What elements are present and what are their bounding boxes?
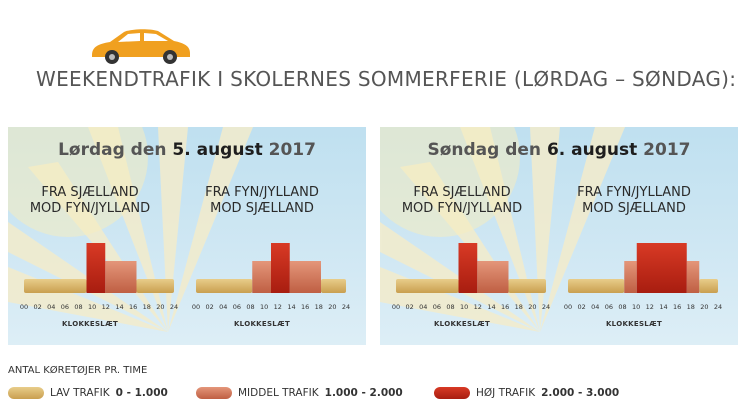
sunday-group2-tick-label: 18 — [687, 303, 695, 311]
legend-item-mid: MIDDEL TRAFIK 1.000 - 2.000 — [196, 385, 403, 401]
sunday-group1-tick-label: 08 — [446, 303, 454, 311]
saturday-panel: Lørdag den 5. august 2017 FRA SJÆLLAND MO… — [8, 127, 366, 345]
saturday-group1-label: FRA SJÆLLAND MOD FYN/JYLLAND — [29, 185, 151, 216]
saturday-group2-tick-label: 16 — [301, 303, 309, 311]
saturday-group2-tick-label: 00 — [192, 303, 200, 311]
sunday-group2-tick-label: 24 — [714, 303, 722, 311]
sunday-group2-tick-label: 08 — [618, 303, 626, 311]
saturday-group2-tick-label: 02 — [205, 303, 213, 311]
sunday-group1-tick-label: 18 — [515, 303, 523, 311]
sunday-group2-tick-label: 00 — [564, 303, 572, 311]
sunday-group1-tick-label: 00 — [392, 303, 400, 311]
sunday-group1-tick-label: 10 — [460, 303, 468, 311]
saturday-group2-tick-label: 08 — [246, 303, 254, 311]
saturday-group1-tick-label: 02 — [33, 303, 41, 311]
saturday-group1-bar-0 — [24, 279, 87, 293]
legend-title: ANTAL KØRETØJER PR. TIME — [8, 365, 148, 376]
sunday-group2-tick-label: 06 — [605, 303, 613, 311]
saturday-group2-bar-4 — [321, 279, 346, 293]
sunday-group2-tick-label: 04 — [591, 303, 599, 311]
saturday-group1-bar-3 — [136, 279, 174, 293]
sunday-group1-bar-2 — [477, 261, 509, 293]
saturday-group1-tick-label: 00 — [20, 303, 28, 311]
sunday-group1-label: FRA SJÆLLAND MOD FYN/JYLLAND — [401, 185, 523, 216]
saturday-group1-tick-label: 16 — [129, 303, 137, 311]
saturday-group2-tick-label: 14 — [287, 303, 295, 311]
saturday-group2-bar-2 — [271, 243, 290, 293]
saturday-group1-tick-label: 12 — [102, 303, 110, 311]
saturday-group2-tick-label: 24 — [342, 303, 350, 311]
sunday-group2-bar-3 — [686, 261, 700, 293]
sunday-group2-bar-1 — [624, 261, 637, 293]
saturday-group1-tick-label: 14 — [115, 303, 123, 311]
saturday-title: Lørdag den 5. august 2017 — [58, 140, 316, 160]
saturday-group2-xlabel: KLOKKESLÆT — [233, 320, 291, 328]
sunday-group2-tick-label: 12 — [646, 303, 654, 311]
saturday-group1-tick-label: 04 — [47, 303, 55, 311]
legend-item-high: HØJ TRAFIK 2.000 - 3.000 — [434, 385, 619, 401]
sunday-group2-xlabel: KLOKKESLÆT — [605, 320, 663, 328]
saturday-group2-label: FRA FYN/JYLLAND MOD SJÆLLAND — [205, 185, 319, 216]
sunday-group1-tick-label: 06 — [433, 303, 441, 311]
sunday-chart: 00 02 04 06 08 10 12 14 16 18 20 24 00 02 04 06 08 10 12 14… — [392, 243, 722, 311]
sunday-group2-tick-label: 10 — [632, 303, 640, 311]
sunday-group1-tick-label: 24 — [542, 303, 550, 311]
saturday-group1-tick-label: 08 — [74, 303, 82, 311]
saturday-group2-tick-label: 04 — [219, 303, 227, 311]
sunday-title: Søndag den 6. august 2017 — [427, 140, 691, 160]
saturday-group1-tick-label: 06 — [61, 303, 69, 311]
sunday-group2-label: FRA FYN/JYLLAND MOD SJÆLLAND — [577, 185, 691, 216]
sunday-group1-tick-label: 20 — [528, 303, 536, 311]
sunday-group1-bar-0 — [396, 279, 459, 293]
sunday-group2-bar-4 — [699, 279, 718, 293]
sunday-group1-tick-label: 14 — [487, 303, 495, 311]
legend-item-low: LAV TRAFIK 0 - 1.000 — [8, 385, 168, 401]
saturday-group1-tick-label: 18 — [143, 303, 151, 311]
saturday-group1-bar-2 — [105, 261, 137, 293]
saturday-group1-tick-label: 10 — [88, 303, 96, 311]
saturday-group1-tick-label: 24 — [170, 303, 178, 311]
sunday-group1-tick-label: 02 — [405, 303, 413, 311]
saturday-group2-tick-label: 20 — [328, 303, 336, 311]
sunday-group1-bar-1 — [458, 243, 478, 293]
sunday-group1-tick-label: 04 — [419, 303, 427, 311]
sunday-group2-tick-label: 16 — [673, 303, 681, 311]
saturday-group2-bar-3 — [289, 261, 321, 293]
saturday-group2-tick-label: 10 — [260, 303, 268, 311]
saturday-group2-tick-label: 18 — [315, 303, 323, 311]
sunday-group2-tick-label: 14 — [659, 303, 667, 311]
saturday-group1-tick-label: 20 — [156, 303, 164, 311]
sunday-panel: Søndag den 6. august 2017 FRA SJÆLLAND MO… — [380, 127, 738, 345]
saturday-group2-bar-1 — [252, 261, 271, 293]
saturday-group2-tick-label: 12 — [274, 303, 282, 311]
sunday-group1-tick-label: 12 — [474, 303, 482, 311]
sun-rays-decoration — [380, 127, 625, 332]
page-headline: WEEKENDTRAFIK I SKOLERNES SOMMERFERIE (L… — [36, 67, 737, 91]
saturday-group2-tick-label: 06 — [233, 303, 241, 311]
sunday-group1-tick-label: 16 — [501, 303, 509, 311]
legend-swatch-low — [8, 387, 44, 399]
sunday-group2-bar-2 — [636, 243, 687, 293]
sunday-group1-bar-3 — [508, 279, 546, 293]
saturday-group1-bar-1 — [86, 243, 106, 293]
car-icon — [92, 29, 190, 64]
sunday-group1-xlabel: KLOKKESLÆT — [433, 320, 491, 328]
legend-swatch-mid — [196, 387, 232, 399]
legend-swatch-high — [434, 387, 470, 399]
sunday-group2-tick-label: 02 — [577, 303, 585, 311]
saturday-group2-bar-0 — [196, 279, 253, 293]
sunday-group2-tick-label: 20 — [700, 303, 708, 311]
saturday-group1-xlabel: KLOKKESLÆT — [61, 320, 119, 328]
sunday-group2-bar-0 — [568, 279, 625, 293]
saturday-chart: 00 02 04 06 08 10 12 14 16 18 20 24 00 02 04 06 08 10 12 14… — [20, 243, 350, 311]
